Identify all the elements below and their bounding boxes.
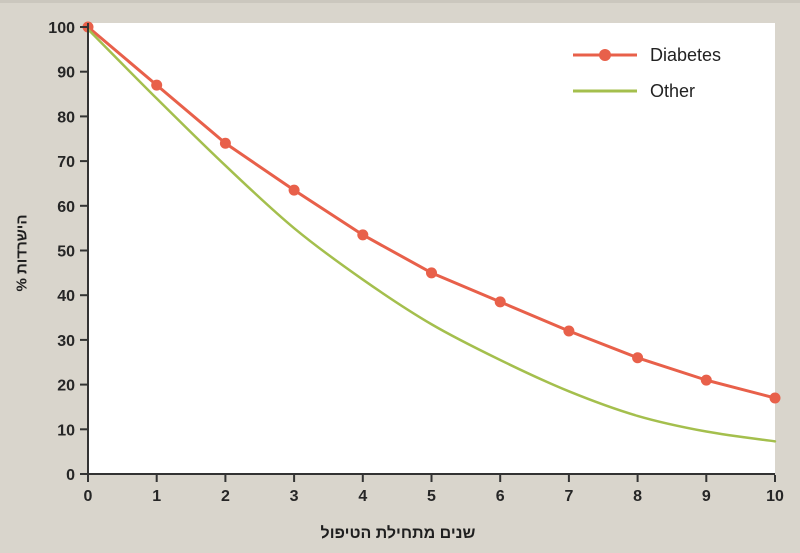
x-tick-label: 6: [496, 488, 505, 505]
x-tick-label: 8: [633, 488, 642, 505]
y-tick-label: 90: [57, 65, 75, 82]
y-axis-title: הישרדות %: [13, 214, 31, 292]
x-axis-title: שנים מתחילת הטיפול: [320, 525, 476, 542]
y-axis-ticks: 0 10 20 30 40 50 60 70 80 90 100: [48, 20, 87, 484]
y-tick-label: 60: [57, 199, 75, 216]
y-tick-label: 20: [57, 378, 75, 395]
data-point-diabetes: [426, 267, 437, 279]
x-tick-label: 5: [427, 488, 436, 505]
y-tick-label: 10: [57, 422, 75, 439]
data-point-diabetes: [700, 374, 712, 386]
data-point-diabetes: [632, 352, 644, 364]
data-point-diabetes: [563, 325, 575, 337]
x-tick-label: 7: [564, 488, 573, 505]
x-tick-label: 0: [84, 488, 93, 505]
x-tick-label: 9: [702, 488, 711, 505]
data-point-diabetes: [151, 79, 163, 91]
y-tick-label: 50: [57, 244, 75, 261]
x-tick-label: 4: [358, 488, 367, 505]
y-tick-label: 80: [57, 109, 75, 126]
legend-label-other: Other: [650, 81, 695, 101]
legend-item-other: Other: [573, 81, 695, 101]
data-point-diabetes: [288, 184, 300, 196]
y-tick-label: 40: [57, 288, 75, 305]
legend-label-diabetes: Diabetes: [650, 45, 721, 65]
series-line-other: [86, 27, 777, 443]
legend: Diabetes Other: [573, 45, 721, 101]
data-point-diabetes: [494, 296, 506, 308]
plot-area: [88, 23, 775, 474]
data-point-diabetes: [769, 392, 781, 404]
legend-item-diabetes: Diabetes: [573, 45, 721, 65]
y-tick-label: 70: [57, 154, 75, 171]
x-tick-label: 2: [221, 488, 230, 505]
x-tick-label: 1: [152, 488, 161, 505]
x-axis-ticks: 0 1 2 3 4 5 6 7 8 9 10: [84, 475, 784, 505]
y-tick-label: 30: [57, 333, 75, 350]
x-tick-label: 10: [766, 488, 784, 505]
x-tick-label: 3: [290, 488, 299, 505]
series-layer: [82, 21, 781, 443]
y-tick-label: 0: [66, 467, 75, 484]
survival-chart: 0 10 20 30 40 50 60 70 80 90 100 0 1 2 3 4 5 6 7 8 9 10 Diab…: [48, 20, 784, 505]
legend-swatch-diabetes-marker-icon: [599, 49, 611, 61]
y-tick-label: 100: [48, 20, 75, 37]
data-point-diabetes: [219, 137, 231, 149]
data-point-diabetes: [357, 229, 369, 241]
